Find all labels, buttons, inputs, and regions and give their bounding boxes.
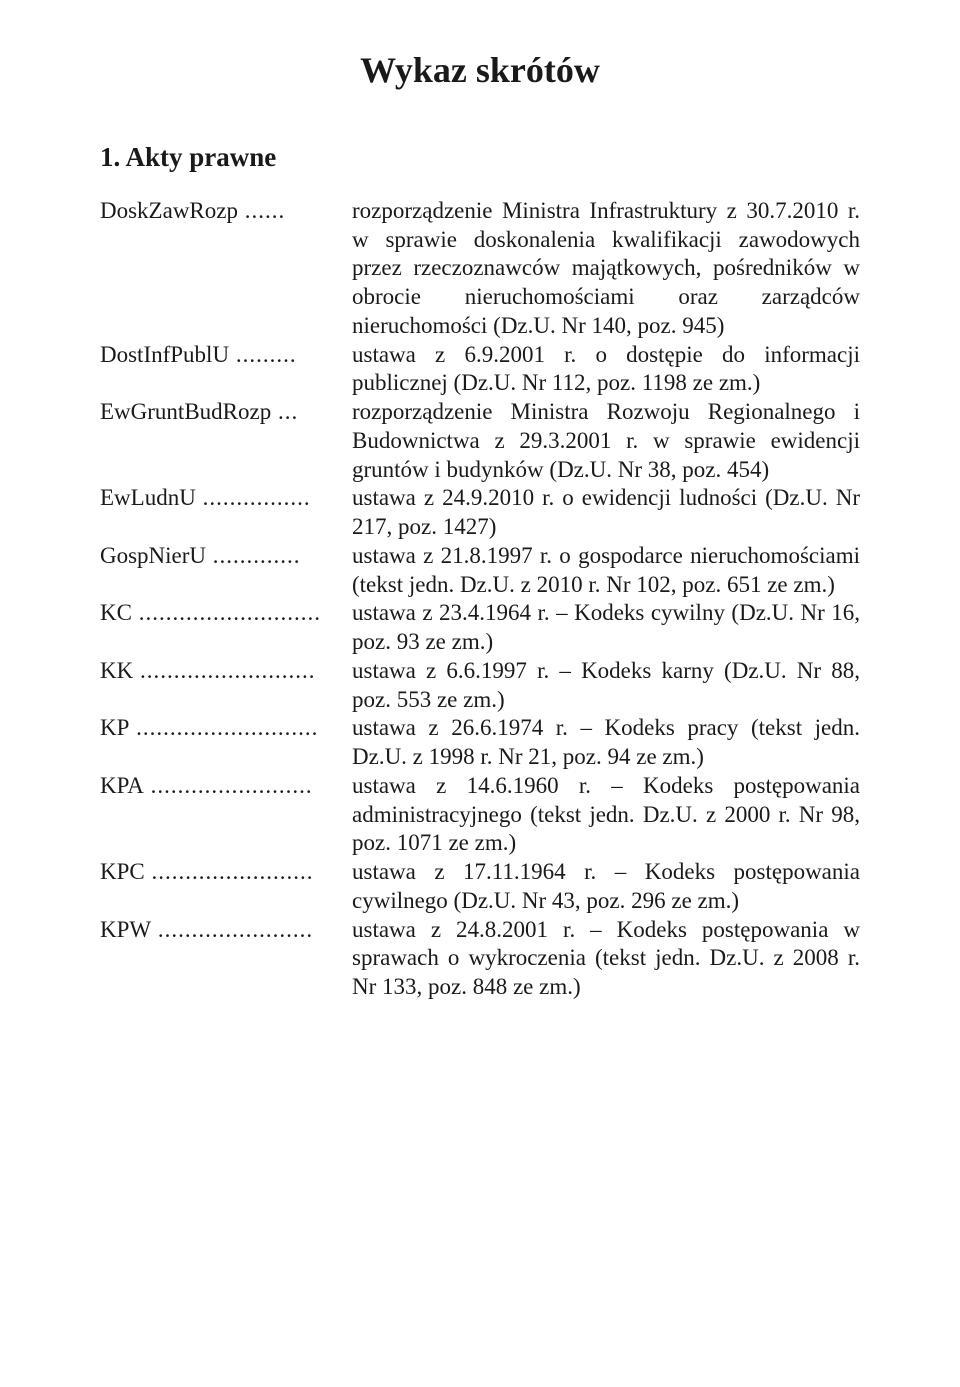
leader-dots: ........................... — [132, 600, 321, 625]
abbrev-definition: ustawa z 26.6.1974 r. – Kodeks pracy (te… — [340, 714, 860, 772]
abbrev-definition: ustawa z 23.4.1964 r. – Kodeks cywilny (… — [340, 599, 860, 657]
abbrev-definition: rozporządzenie Ministra Infrastruktury z… — [340, 197, 860, 341]
leader-dots: ........................... — [129, 715, 318, 740]
leader-dots: .......................... — [133, 658, 315, 683]
abbrev-term: DoskZawRozp ...... — [100, 197, 340, 226]
abbrev-term-label: KPA — [100, 773, 144, 798]
abbrev-entry: EwGruntBudRozp ...rozporządzenie Ministr… — [100, 398, 860, 484]
abbrev-term: KC ........................... — [100, 599, 340, 628]
abbrev-term-label: EwLudnU — [100, 485, 196, 510]
abbrev-entry: KPA ........................ustawa z 14.… — [100, 772, 860, 858]
abbrev-term-label: KPW — [100, 917, 151, 942]
abbrev-definition: ustawa z 6.6.1997 r. – Kodeks karny (Dz.… — [340, 657, 860, 715]
page-title: Wykaz skrótów — [100, 48, 860, 93]
abbrev-term-label: KP — [100, 715, 129, 740]
leader-dots: ........................ — [145, 859, 314, 884]
abbrev-term: EwLudnU ................ — [100, 484, 340, 513]
abbrev-entry: KP ...........................ustawa z 2… — [100, 714, 860, 772]
abbrev-definition: ustawa z 24.9.2010 r. o ewidencji ludnoś… — [340, 484, 860, 542]
abbrev-term-label: KPC — [100, 859, 145, 884]
abbrev-entry: EwLudnU ................ustawa z 24.9.20… — [100, 484, 860, 542]
leader-dots: ... — [271, 399, 298, 424]
abbrev-term: KPC ........................ — [100, 858, 340, 887]
abbrev-entry: KPC ........................ustawa z 17.… — [100, 858, 860, 916]
abbrev-term-label: DoskZawRozp — [100, 198, 238, 223]
abbrev-term-label: KK — [100, 658, 133, 683]
abbrev-term: KP ........................... — [100, 714, 340, 743]
abbrev-entry: KK ..........................ustawa z 6.… — [100, 657, 860, 715]
abbrev-definition: ustawa z 17.11.1964 r. – Kodeks postępow… — [340, 858, 860, 916]
abbreviations-list: DoskZawRozp ......rozporządzenie Ministr… — [100, 197, 860, 1002]
leader-dots: ........................ — [144, 773, 313, 798]
abbrev-term-label: DostInfPublU — [100, 342, 229, 367]
abbrev-term: DostInfPublU ......... — [100, 341, 340, 370]
abbrev-entry: GospNierU .............ustawa z 21.8.199… — [100, 542, 860, 600]
abbrev-definition: rozporządzenie Ministra Rozwoju Regional… — [340, 398, 860, 484]
abbrev-definition: ustawa z 6.9.2001 r. o dostępie do infor… — [340, 341, 860, 399]
leader-dots: ....................... — [151, 917, 313, 942]
page: Wykaz skrótów 1. Akty prawne DoskZawRozp… — [0, 0, 960, 1387]
abbrev-entry: DostInfPublU .........ustawa z 6.9.2001 … — [100, 341, 860, 399]
leader-dots: ................ — [196, 485, 311, 510]
abbrev-definition: ustawa z 21.8.1997 r. o gospodarce nieru… — [340, 542, 860, 600]
abbrev-entry: KPW .......................ustawa z 24.8… — [100, 916, 860, 1002]
section-heading: 1. Akty prawne — [100, 141, 860, 175]
abbrev-entry: KC ...........................ustawa z 2… — [100, 599, 860, 657]
abbrev-entry: DoskZawRozp ......rozporządzenie Ministr… — [100, 197, 860, 341]
abbrev-term-label: GospNierU — [100, 543, 206, 568]
abbrev-term: EwGruntBudRozp ... — [100, 398, 340, 427]
abbrev-definition: ustawa z 24.8.2001 r. – Kodeks postępowa… — [340, 916, 860, 1002]
abbrev-term: KPW ....................... — [100, 916, 340, 945]
abbrev-term: KPA ........................ — [100, 772, 340, 801]
leader-dots: ......... — [229, 342, 297, 367]
abbrev-term: KK .......................... — [100, 657, 340, 686]
abbrev-term-label: KC — [100, 600, 132, 625]
abbrev-term-label: EwGruntBudRozp — [100, 399, 271, 424]
leader-dots: ...... — [238, 198, 285, 223]
abbrev-definition: ustawa z 14.6.1960 r. – Kodeks postępowa… — [340, 772, 860, 858]
abbrev-term: GospNierU ............. — [100, 542, 340, 571]
leader-dots: ............. — [206, 543, 301, 568]
